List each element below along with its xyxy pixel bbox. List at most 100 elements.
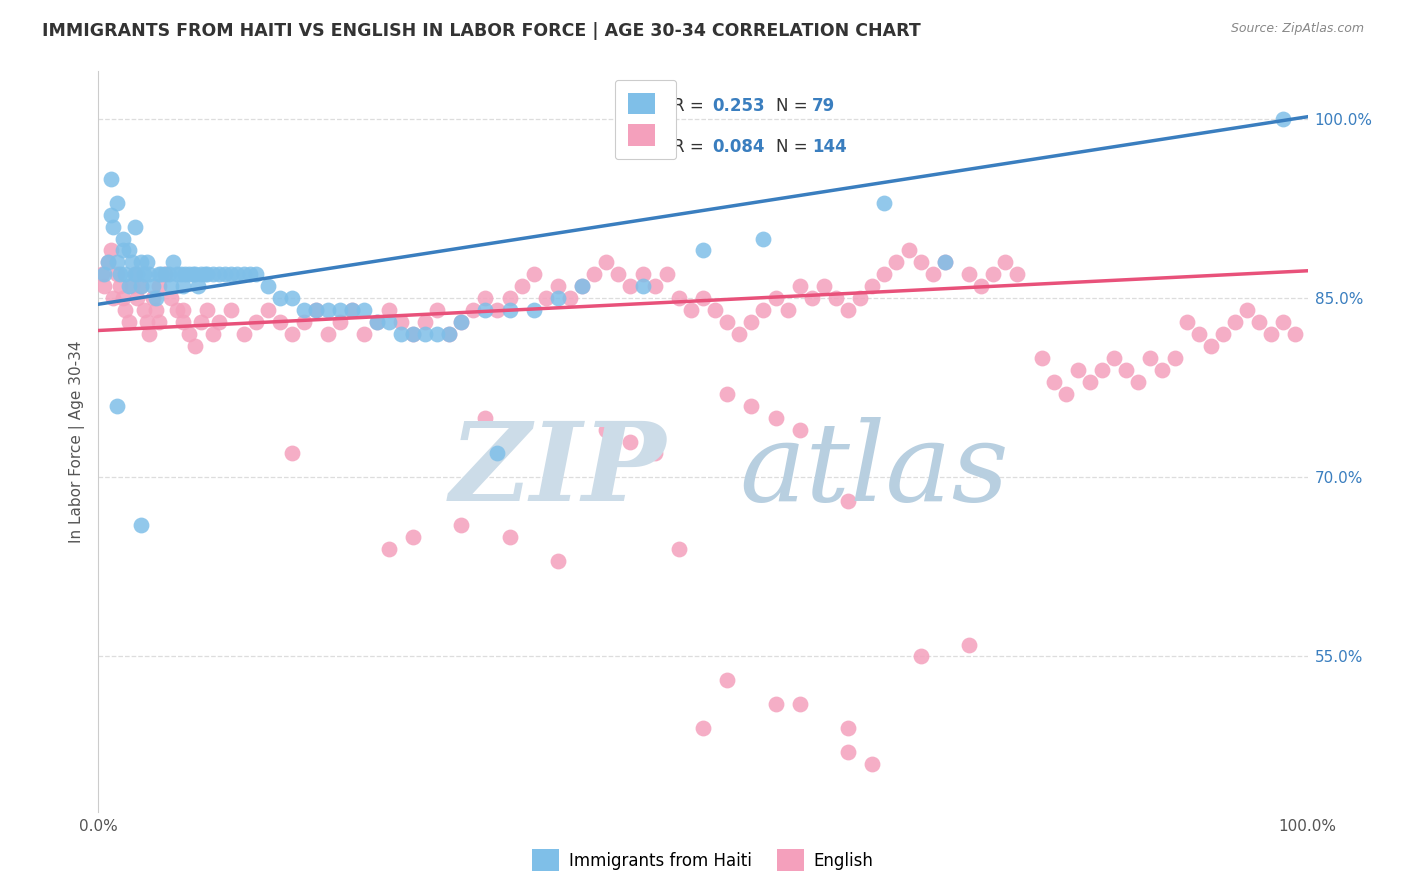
Point bbox=[679, 303, 702, 318]
Point bbox=[366, 315, 388, 329]
Point bbox=[202, 268, 225, 282]
Point bbox=[134, 268, 156, 282]
Point bbox=[214, 268, 236, 282]
Point bbox=[208, 268, 231, 282]
Point bbox=[118, 315, 141, 329]
Point bbox=[607, 268, 630, 282]
Point bbox=[153, 268, 176, 282]
Point bbox=[668, 541, 690, 556]
Point bbox=[389, 315, 412, 329]
Point bbox=[105, 268, 128, 282]
Point bbox=[1102, 351, 1125, 365]
Point bbox=[934, 255, 956, 269]
Point bbox=[571, 279, 593, 293]
Point bbox=[100, 208, 122, 222]
Point bbox=[145, 291, 167, 305]
Text: atlas: atlas bbox=[740, 417, 1010, 524]
Point bbox=[631, 279, 654, 293]
Point bbox=[389, 327, 412, 342]
Point bbox=[981, 268, 1004, 282]
Point bbox=[172, 279, 194, 293]
Point bbox=[118, 279, 141, 293]
Point bbox=[644, 279, 666, 293]
Point bbox=[474, 303, 496, 318]
Point bbox=[93, 279, 115, 293]
Point bbox=[571, 279, 593, 293]
Point bbox=[789, 698, 811, 712]
Point bbox=[138, 268, 160, 282]
Point bbox=[402, 327, 425, 342]
Legend: Immigrants from Haiti, English: Immigrants from Haiti, English bbox=[524, 841, 882, 880]
Point bbox=[474, 291, 496, 305]
Point bbox=[111, 244, 134, 258]
Legend: , : , bbox=[614, 79, 676, 159]
Point bbox=[740, 399, 762, 413]
Point bbox=[800, 291, 823, 305]
Point bbox=[184, 339, 207, 353]
Point bbox=[105, 399, 128, 413]
Point bbox=[121, 279, 143, 293]
Point bbox=[498, 291, 520, 305]
Point bbox=[692, 721, 714, 735]
Point bbox=[413, 315, 436, 329]
Point bbox=[1042, 375, 1064, 389]
Point bbox=[994, 255, 1017, 269]
Text: R =: R = bbox=[672, 138, 709, 156]
Text: 144: 144 bbox=[811, 138, 846, 156]
Point bbox=[150, 268, 173, 282]
Point bbox=[377, 541, 399, 556]
Point bbox=[135, 315, 157, 329]
Point bbox=[269, 315, 291, 329]
Point bbox=[1212, 327, 1234, 342]
Point bbox=[329, 303, 352, 318]
Point bbox=[100, 244, 122, 258]
Text: 0.084: 0.084 bbox=[713, 138, 765, 156]
Point bbox=[142, 279, 165, 293]
Point bbox=[124, 268, 146, 282]
Point bbox=[129, 279, 152, 293]
Point bbox=[1163, 351, 1185, 365]
Point bbox=[547, 279, 569, 293]
Point bbox=[860, 279, 883, 293]
Point bbox=[426, 327, 449, 342]
Point bbox=[463, 303, 485, 318]
Point bbox=[169, 268, 191, 282]
Point bbox=[142, 291, 165, 305]
Point bbox=[1067, 363, 1090, 377]
Point bbox=[114, 268, 136, 282]
Point bbox=[208, 315, 231, 329]
Point bbox=[849, 291, 872, 305]
Point bbox=[873, 195, 896, 210]
Point bbox=[789, 279, 811, 293]
Point bbox=[166, 303, 188, 318]
Point bbox=[111, 291, 134, 305]
Point bbox=[450, 315, 472, 329]
Point bbox=[1236, 303, 1258, 318]
Point bbox=[558, 291, 581, 305]
Point bbox=[619, 434, 641, 449]
Point bbox=[329, 315, 352, 329]
Point bbox=[305, 303, 328, 318]
Point bbox=[221, 268, 243, 282]
Point bbox=[957, 268, 980, 282]
Point bbox=[897, 244, 920, 258]
Point bbox=[765, 291, 787, 305]
Point bbox=[245, 268, 267, 282]
Point bbox=[366, 315, 388, 329]
Point bbox=[873, 268, 896, 282]
Point bbox=[450, 315, 472, 329]
Point bbox=[166, 268, 188, 282]
Point bbox=[740, 315, 762, 329]
Point bbox=[1223, 315, 1246, 329]
Point bbox=[256, 279, 278, 293]
Point bbox=[860, 756, 883, 771]
Text: N =: N = bbox=[776, 138, 813, 156]
Point bbox=[886, 255, 908, 269]
Point bbox=[523, 303, 546, 318]
Point bbox=[160, 279, 183, 293]
Point bbox=[127, 291, 149, 305]
Point bbox=[135, 255, 157, 269]
Point bbox=[100, 171, 122, 186]
Point bbox=[813, 279, 835, 293]
Point bbox=[353, 327, 375, 342]
